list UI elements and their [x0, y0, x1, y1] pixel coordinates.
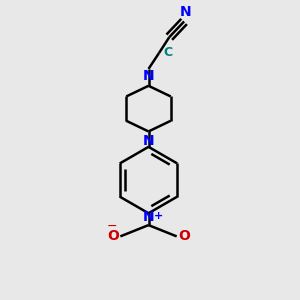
- Text: O: O: [178, 230, 190, 243]
- Text: N: N: [143, 69, 154, 83]
- Text: O: O: [107, 230, 119, 243]
- Text: N: N: [143, 210, 154, 224]
- Text: −: −: [107, 220, 117, 233]
- Text: +: +: [154, 211, 163, 221]
- Text: C: C: [164, 46, 173, 59]
- Text: N: N: [143, 134, 154, 148]
- Text: N: N: [180, 5, 191, 19]
